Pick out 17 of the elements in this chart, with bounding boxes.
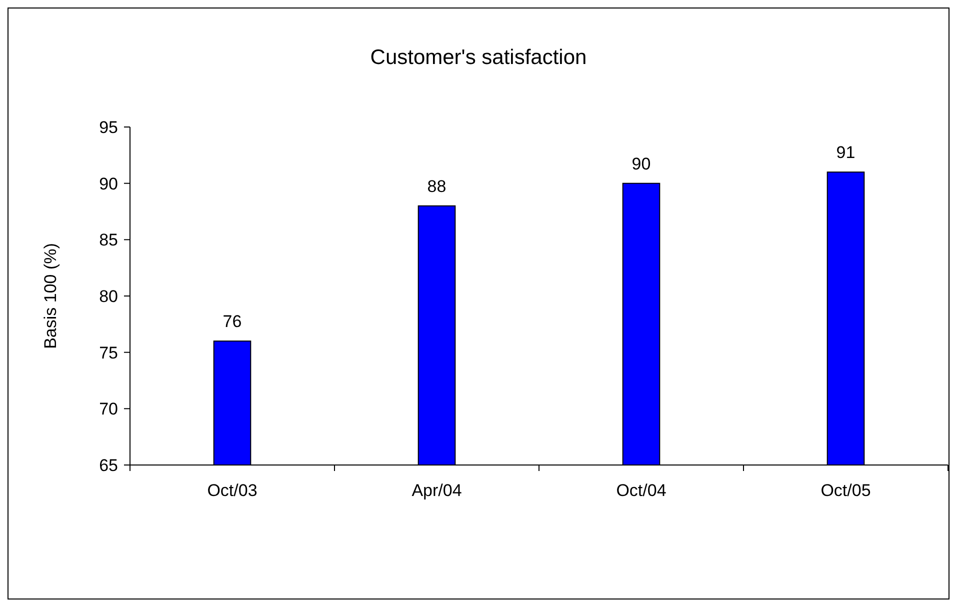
data-label: 76 bbox=[222, 312, 242, 332]
x-tick-label: Oct/05 bbox=[820, 481, 871, 500]
data-label: 91 bbox=[836, 143, 856, 162]
x-tick-label: Apr/04 bbox=[412, 481, 462, 500]
y-axis-title: Basis 100 (%) bbox=[41, 243, 60, 349]
y-tick-label: 80 bbox=[99, 286, 118, 306]
y-tick-label: 95 bbox=[99, 118, 118, 137]
x-tick-label: Oct/04 bbox=[616, 481, 666, 500]
y-tick-label: 65 bbox=[99, 456, 118, 475]
chart-title: Customer's satisfaction bbox=[370, 46, 587, 69]
y-tick-label: 70 bbox=[99, 400, 118, 419]
y-tick-label: 85 bbox=[99, 230, 118, 250]
x-tick-label: Oct/03 bbox=[207, 481, 258, 500]
data-label: 90 bbox=[632, 154, 651, 174]
y-tick-label: 75 bbox=[99, 343, 118, 362]
data-label: 88 bbox=[427, 176, 446, 196]
y-tick-label: 90 bbox=[99, 174, 118, 194]
